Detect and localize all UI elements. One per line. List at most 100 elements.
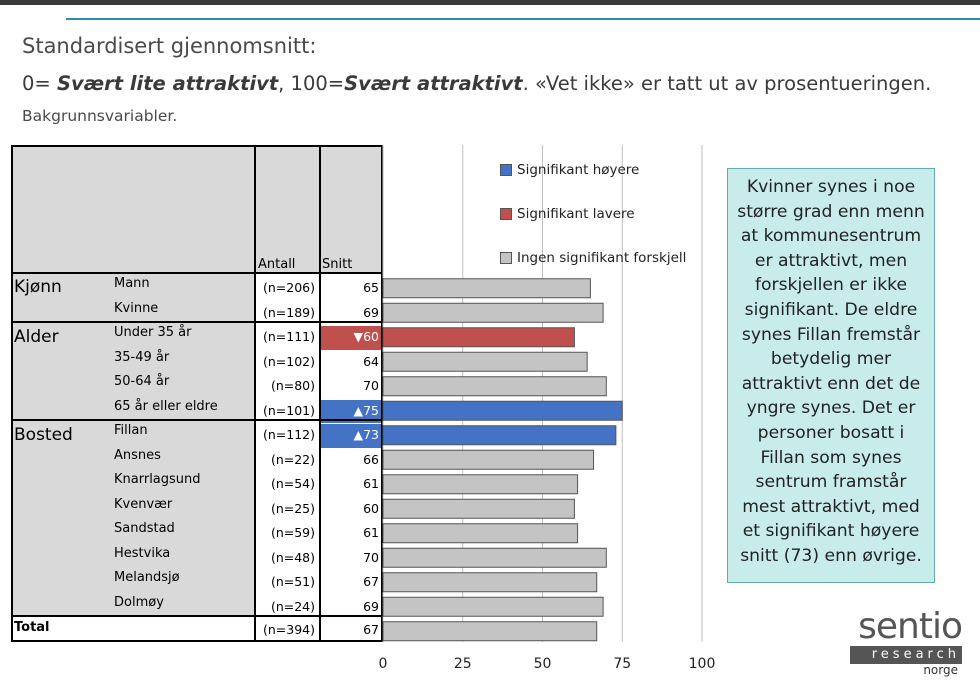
x-tick-label: 25 xyxy=(454,656,472,672)
row-n-value: (n=111) xyxy=(262,329,315,344)
row-snitt-value: 70 xyxy=(363,549,379,565)
row-label: 65 år eller eldre xyxy=(114,398,218,414)
data-table: Antall Snitt Kjønn Alder Bosted Mann (n=2… xyxy=(11,145,383,642)
row-snitt-value: 69 xyxy=(363,598,379,614)
total-n-value: (n=394) xyxy=(262,622,315,637)
row-n-value: (n=206) xyxy=(262,280,315,295)
logo-subtext: norge xyxy=(923,663,958,677)
x-tick-label: 100 xyxy=(689,656,716,672)
legend-swatch-higher xyxy=(500,164,512,176)
legend-item-higher: Signifikant høyere xyxy=(500,162,639,178)
commentary-box: Kvinner synes i noe større grad enn menn… xyxy=(727,168,935,583)
legend-swatch-lower xyxy=(500,208,512,220)
table-border xyxy=(11,419,383,421)
bar-fillan xyxy=(382,425,617,446)
row-snitt-value: ▲73 xyxy=(353,427,379,442)
x-tick-label: 50 xyxy=(534,656,552,672)
row-n-value: (n=80) xyxy=(270,378,315,393)
row-label: Melandsjø xyxy=(114,570,180,585)
antall-header-cell xyxy=(255,145,320,273)
total-label: Total xyxy=(14,620,50,635)
total-snitt-value: 67 xyxy=(363,622,379,637)
row-label: Kvenvær xyxy=(114,496,173,512)
table-border xyxy=(381,145,383,642)
legend-label-lower: Signifikant lavere xyxy=(517,206,635,222)
row-snitt-value: 64 xyxy=(363,353,379,369)
row-n-value: (n=59) xyxy=(270,525,315,540)
logo-wordmark: sentio xyxy=(858,606,963,647)
row-snitt-value: ▼60 xyxy=(353,329,379,344)
snitt-header-cell xyxy=(320,145,383,273)
row-snitt-value: 65 xyxy=(363,280,379,295)
table-border xyxy=(11,640,383,642)
row-n-value: (n=112) xyxy=(262,427,315,442)
bar-knarrlagsund xyxy=(382,474,579,495)
bar-hestvika xyxy=(382,547,607,568)
legend-item-lower: Signifikant lavere xyxy=(500,206,635,222)
bar-melandsjø xyxy=(382,572,598,593)
bar-dolmøy xyxy=(382,596,604,617)
row-n-value: (n=22) xyxy=(270,451,315,467)
page-caption: Bakgrunnsvariabler. xyxy=(22,107,178,125)
row-label: Ansnes xyxy=(114,447,161,463)
group-label-alder: Alder xyxy=(14,327,59,347)
row-n-value: (n=189) xyxy=(262,304,315,320)
x-tick-label: 75 xyxy=(613,656,631,672)
group-label-kjonn: Kjønn xyxy=(14,277,62,297)
row-label: 50-64 år xyxy=(114,374,170,389)
page-title: Standardisert gjennomsnitt: xyxy=(22,34,317,58)
label-area xyxy=(11,145,255,642)
row-snitt-value: 67 xyxy=(363,574,379,589)
table-border xyxy=(11,145,383,147)
snitt-cell-highlight xyxy=(321,424,381,448)
row-snitt-value: 61 xyxy=(363,476,379,491)
snitt-column-header: Snitt xyxy=(322,257,353,272)
row-snitt-value: 70 xyxy=(363,378,379,393)
bar-50-64-år xyxy=(382,376,607,397)
row-n-value: (n=48) xyxy=(270,549,315,565)
snitt-cell-highlight xyxy=(321,326,381,350)
bar-ansnes xyxy=(382,449,595,470)
legend-label-none: Ingen signifikant forskjell xyxy=(517,250,687,266)
row-label: Sandstad xyxy=(114,521,175,536)
bar-mann xyxy=(382,278,591,299)
logo-bar: research xyxy=(850,646,962,664)
table-border xyxy=(319,145,321,642)
row-snitt-value: 69 xyxy=(363,304,379,320)
table-border xyxy=(11,145,13,642)
row-n-value: (n=25) xyxy=(270,500,315,516)
legend-swatch-none xyxy=(500,252,512,264)
row-label: Dolmøy xyxy=(114,594,164,610)
antall-column-header: Antall xyxy=(258,257,296,272)
row-snitt-value: 60 xyxy=(363,500,379,516)
row-snitt-value: ▲75 xyxy=(353,402,379,418)
page-subtitle: 0= Svært lite attraktivt, 100=Svært attr… xyxy=(22,72,931,95)
bar-total xyxy=(382,621,598,642)
table-border xyxy=(11,272,383,274)
sentio-logo: sentio research norge xyxy=(848,606,968,677)
row-n-value: (n=54) xyxy=(270,476,315,491)
row-label: Knarrlagsund xyxy=(114,472,201,487)
bar-65-år-eller-eldre xyxy=(382,400,623,421)
bar-under-35-år xyxy=(382,327,575,348)
bar-kvinne xyxy=(382,302,604,323)
row-n-value: (n=101) xyxy=(262,402,315,418)
header-rule xyxy=(66,18,980,20)
row-label: Fillan xyxy=(114,423,148,438)
row-n-value: (n=102) xyxy=(262,353,315,369)
row-label: Under 35 år xyxy=(114,325,192,340)
table-border xyxy=(254,145,256,642)
row-n-value: (n=51) xyxy=(270,574,315,589)
row-n-value: (n=24) xyxy=(270,598,315,614)
top-bar xyxy=(0,0,980,5)
legend-item-none: Ingen signifikant forskjell xyxy=(500,250,686,266)
row-label: Hestvika xyxy=(114,545,171,561)
snitt-cell-highlight xyxy=(321,399,381,423)
subtitle-suffix: . «Vet ikke» er tatt ut av prosentuering… xyxy=(522,72,932,95)
subtitle-high: Svært attraktivt xyxy=(344,72,523,95)
table-border xyxy=(11,321,383,323)
bar-35-49-år xyxy=(382,351,588,372)
bar-kvenvær xyxy=(382,498,575,519)
row-snitt-value: 61 xyxy=(363,525,379,540)
table-border xyxy=(11,615,383,617)
